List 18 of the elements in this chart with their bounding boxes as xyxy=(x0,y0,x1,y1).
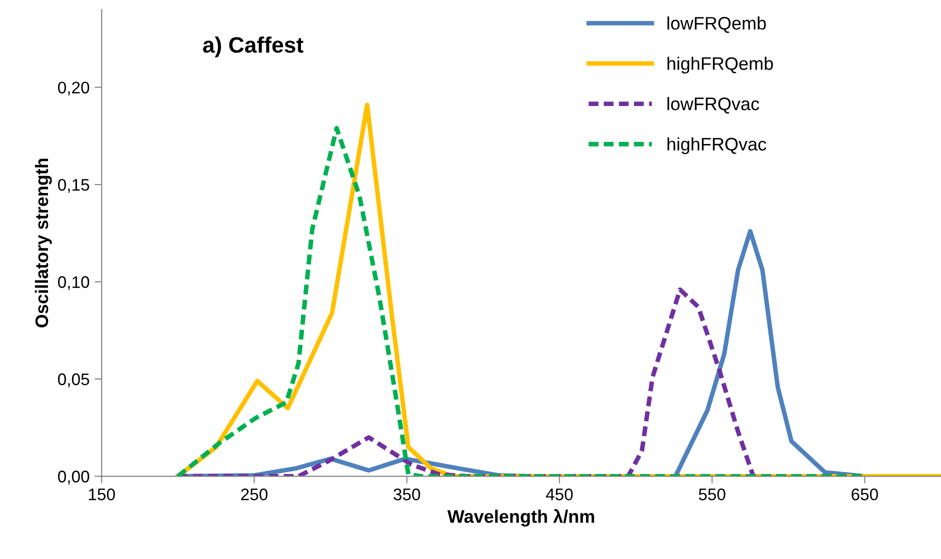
legend-label: highFRQemb xyxy=(668,56,773,74)
legend-label: highFRQvac xyxy=(668,137,766,154)
y-tick-label: 0,10 xyxy=(58,276,90,290)
x-tick-label: 550 xyxy=(698,488,726,500)
y-tick-label: 0,00 xyxy=(58,470,90,484)
legend-label: lowFRQvac xyxy=(668,97,760,114)
x-tick-label: 650 xyxy=(852,488,878,500)
x-tick-label: 250 xyxy=(241,488,268,500)
x-tick-label: 150 xyxy=(88,488,115,500)
x-tick-label: 450 xyxy=(546,488,573,500)
legend-label: lowFRQemb xyxy=(668,16,766,33)
y-tick-label: 0,20 xyxy=(58,82,90,96)
y-tick-label: 0,15 xyxy=(58,178,90,193)
text: a) Caffest xyxy=(203,36,304,58)
y-axis-title: Oscillatory strength xyxy=(34,158,52,328)
y-tick-label: 0,05 xyxy=(58,373,90,388)
x-tick-label: 350 xyxy=(394,488,420,500)
x-axis-title: Wavelength λ/nm xyxy=(447,509,594,527)
